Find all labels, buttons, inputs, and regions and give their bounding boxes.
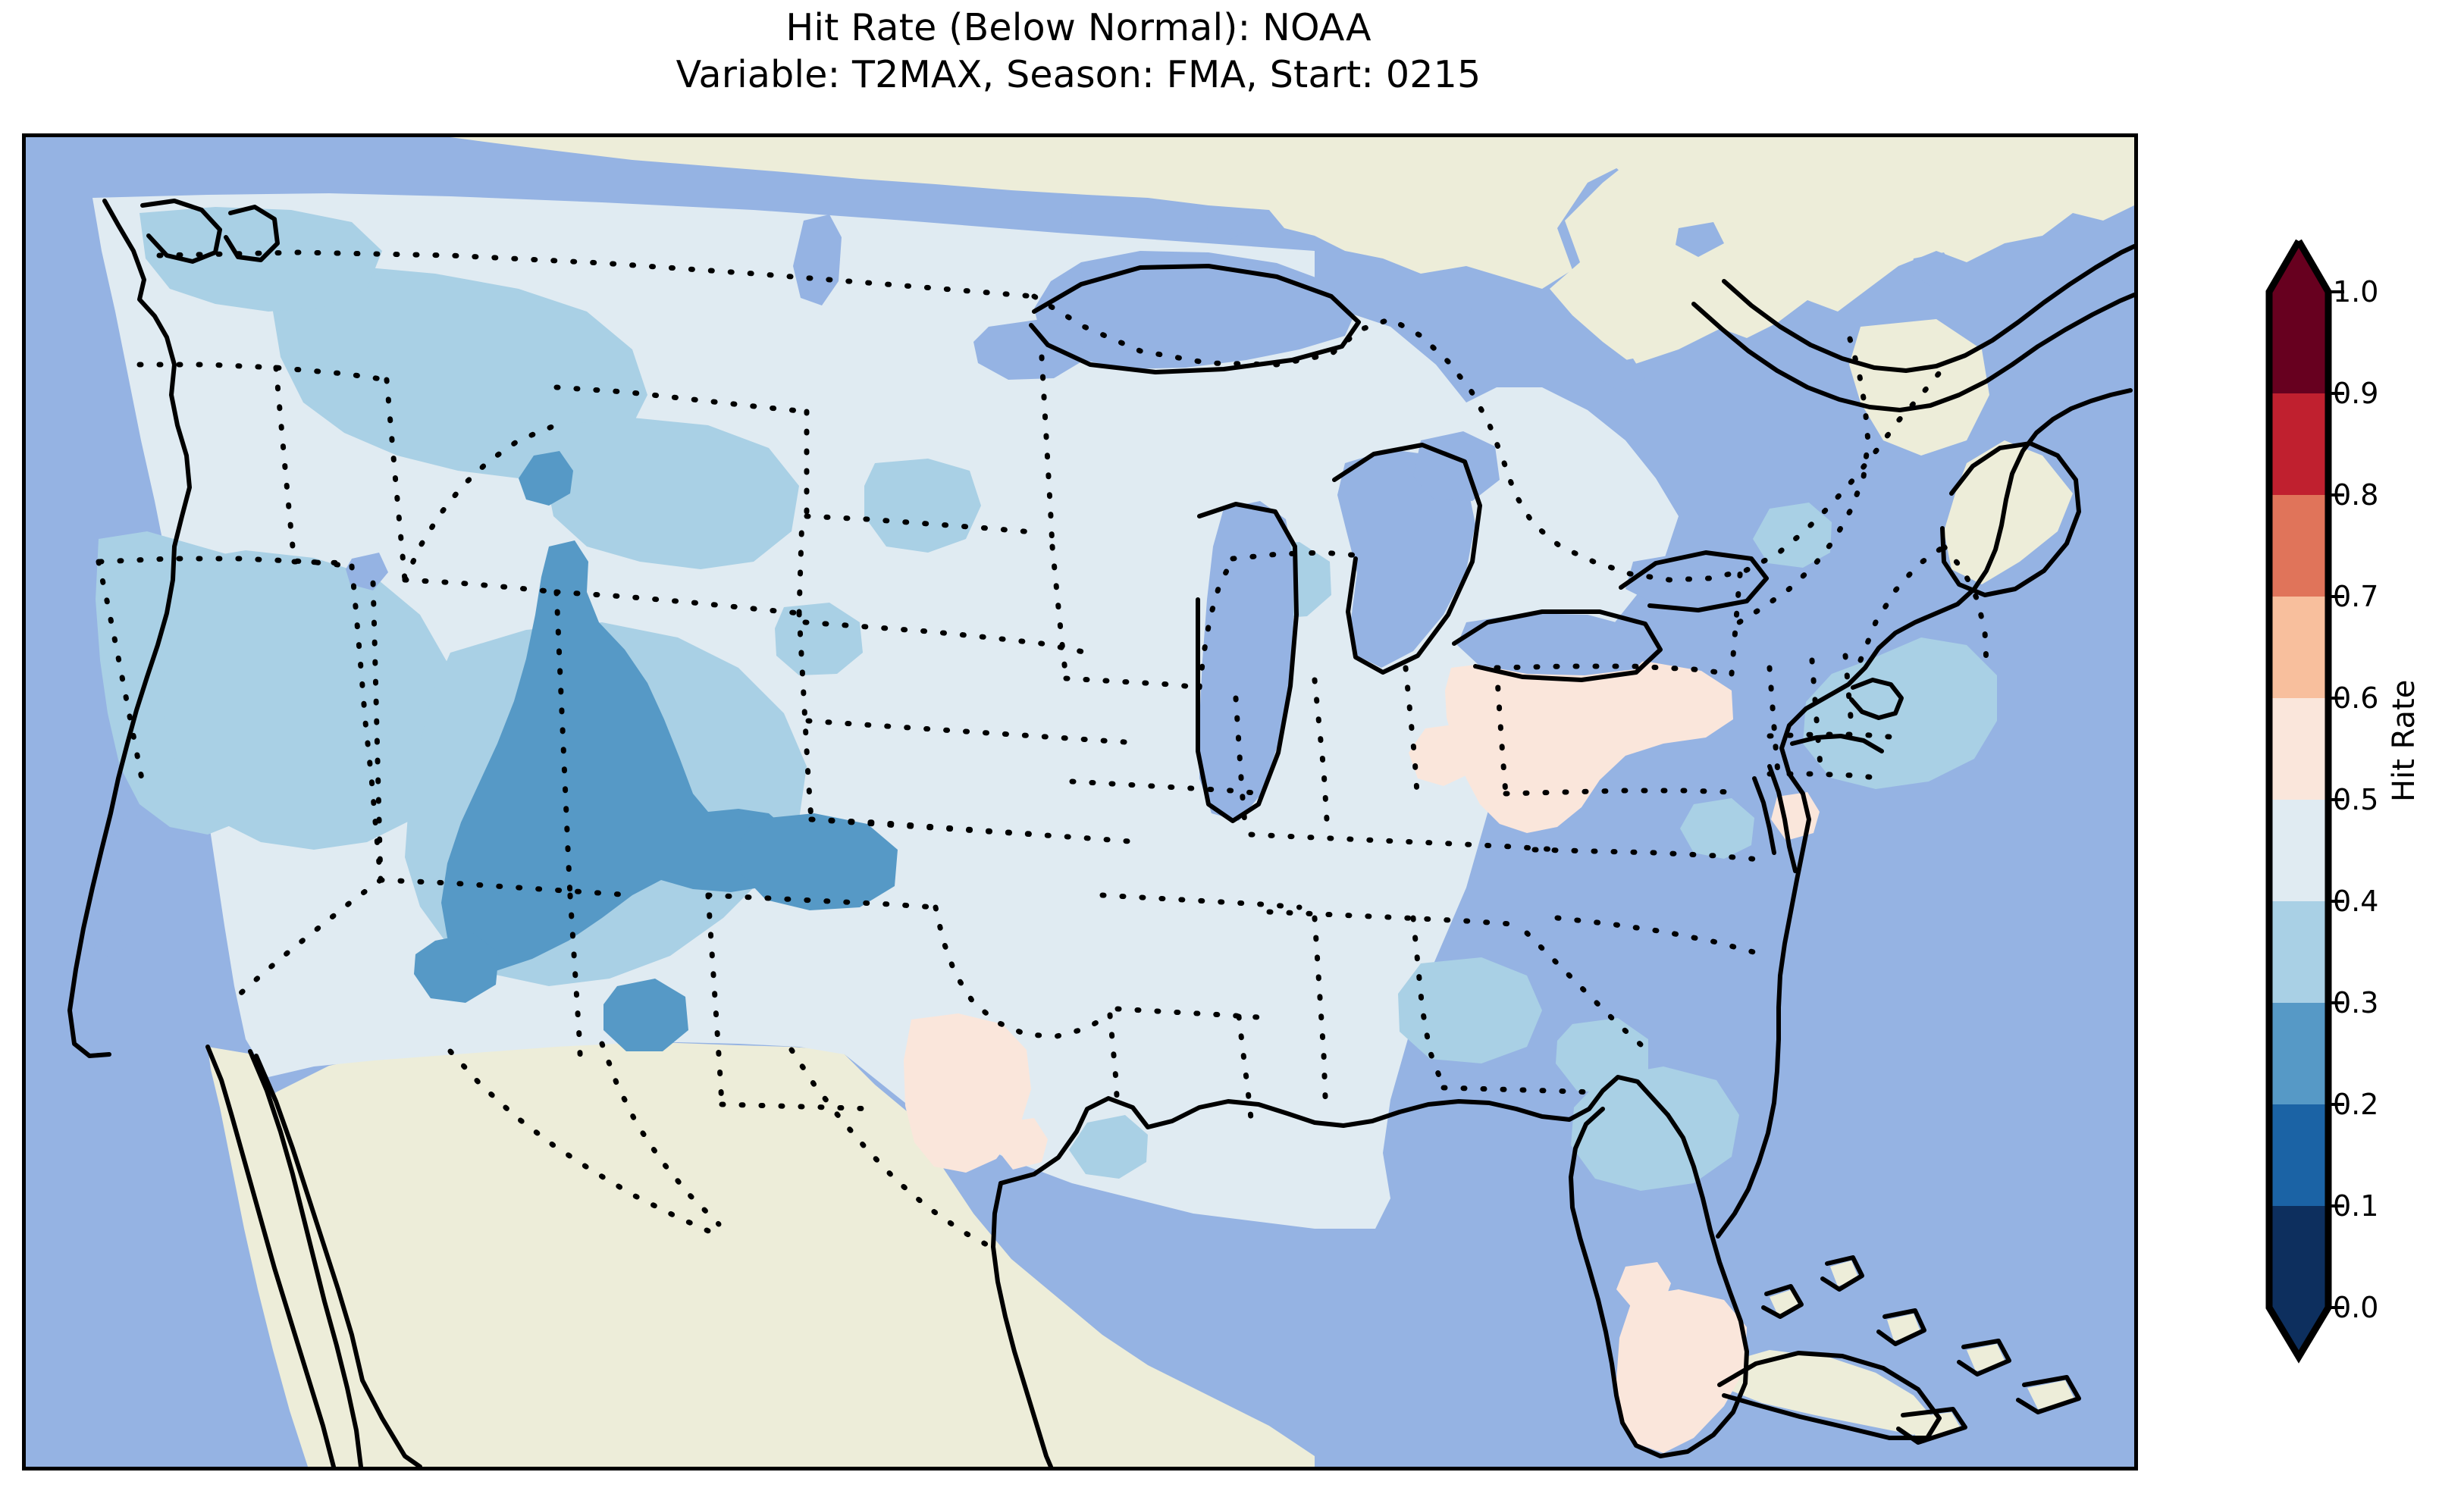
colorbar-band-0.0-0.1 [2269,1206,2328,1308]
colorbar-ticklabel-0.6: 0.6 [2333,681,2379,715]
colorbar-extend-top [2269,241,2328,292]
colorbar-tickmark-0.0 [2328,1306,2344,1309]
map-canvas [26,137,2134,1467]
colorbar-ticklabel-1.0: 1.0 [2333,275,2379,309]
page-title: Hit Rate (Below Normal): NOAA Variable: … [0,5,2157,98]
colorbar-tickmark-0.5 [2328,798,2344,801]
colorbar[interactable]: 1.0 0.9 0.8 0.7 0.6 0.5 0.4 0.3 0.2 0.1 … [2265,239,2378,1364]
colorbar-band-0.2-0.3 [2269,1003,2328,1104]
colorbar-tickmark-0.6 [2328,697,2344,700]
colorbar-ticklabel-0.8: 0.8 [2333,478,2379,512]
colorbar-ticklabel-0.0: 0.0 [2333,1291,2379,1324]
colorbar-tickmark-1.0 [2328,290,2344,293]
colorbar-tickmark-0.7 [2328,595,2344,598]
title-line-1: Hit Rate (Below Normal): NOAA [785,6,1372,49]
colorbar-axis-label: Hit Rate [2387,679,2422,802]
colorbar-graphic [2265,239,2332,1364]
colorbar-tickmark-0.2 [2328,1103,2344,1106]
colorbar-ticklabel-0.5: 0.5 [2333,783,2379,816]
colorbar-band-0.5-0.6 [2269,698,2328,800]
colorbar-tickmark-0.9 [2328,392,2344,395]
map-axes[interactable] [22,133,2138,1471]
colorbar-ticklabel-0.4: 0.4 [2333,885,2379,918]
colorbar-ticklabel-0.9: 0.9 [2333,377,2379,410]
colorbar-band-0.1-0.2 [2269,1104,2328,1206]
coastline [67,199,2134,1467]
colorbar-tickmark-0.3 [2328,1001,2344,1004]
colorbar-ticklabel-0.2: 0.2 [2333,1088,2379,1121]
colorbar-band-0.4-0.5 [2269,800,2328,901]
colorbar-ticklabel-0.3: 0.3 [2333,986,2379,1019]
colorbar-extend-bottom [2269,1308,2328,1357]
colorbar-tickmark-0.4 [2328,900,2344,903]
great-lakes [89,204,2053,957]
colorbar-tickmark-0.1 [2328,1204,2344,1207]
colorbar-band-0.8-0.9 [2269,393,2328,495]
colorbar-band-0.6-0.7 [2269,597,2328,698]
outside-domain-land [208,137,2134,1467]
colorbar-ticklabel-0.1: 0.1 [2333,1189,2379,1223]
colorbar-band-0.3-0.4 [2269,901,2328,1003]
title-line-2: Variable: T2MAX, Season: FMA, Start: 021… [676,52,1481,96]
state-borders [96,249,1989,1254]
colorbar-band-0.9-1.0 [2269,292,2328,393]
band-0.2-0.3 [414,451,898,1051]
map-graphic [26,137,2134,1467]
colorbar-tickmark-0.8 [2328,493,2344,496]
colorbar-band-0.7-0.8 [2269,495,2328,597]
colorbar-ticklabel-0.7: 0.7 [2333,580,2379,613]
